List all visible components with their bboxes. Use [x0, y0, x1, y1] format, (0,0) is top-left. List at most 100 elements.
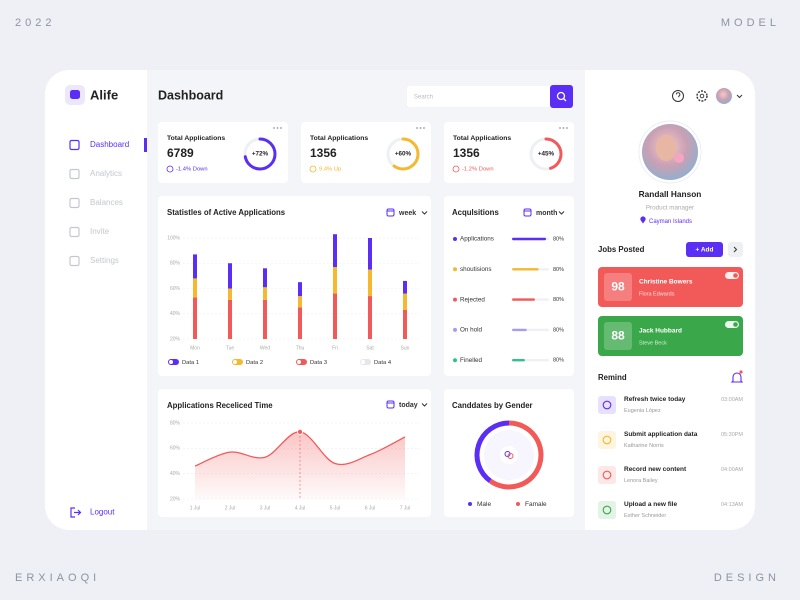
gender-icon — [507, 453, 514, 459]
gender-icon-bg — [500, 446, 518, 464]
job-name: Christine Bowers — [639, 279, 693, 286]
stat-change: 9.4% Up — [319, 167, 341, 173]
x-tick-label: 2 Jul — [225, 505, 236, 511]
user-avatar[interactable] — [716, 88, 732, 104]
job-name: Jack Hubbard — [639, 328, 682, 335]
profile-photo-detail — [674, 153, 684, 163]
bar-segment — [298, 307, 302, 339]
corner-label: 2022 — [15, 17, 55, 29]
more-dot — [566, 127, 568, 129]
x-tick-label: 5 Jul — [330, 505, 341, 511]
x-tick-label: 6 Jul — [365, 505, 376, 511]
remind-person: Eugenia López — [624, 408, 661, 414]
y-tick-label: 80% — [170, 261, 181, 267]
item-dot — [453, 297, 457, 302]
progress-fill — [512, 237, 547, 241]
nav-icon — [69, 197, 80, 209]
add-button[interactable] — [686, 242, 723, 257]
nav-icon — [69, 139, 80, 151]
y-tick-label: 80% — [170, 420, 181, 426]
more-dot — [419, 127, 422, 129]
legend-toggle-knob — [169, 360, 173, 364]
search-placeholder: Search — [414, 95, 433, 101]
nav-item[interactable]: Settings — [90, 256, 119, 265]
period-select: month — [536, 210, 557, 217]
x-tick-label: 1 Jul — [190, 505, 201, 511]
x-tick-label: 4 Jul — [295, 505, 306, 511]
item-percent: 80% — [553, 358, 564, 364]
ring-progress — [529, 137, 563, 171]
legend-label: Famale — [525, 501, 547, 508]
bar-segment — [263, 268, 267, 288]
stat-title: Total Applications — [453, 135, 511, 142]
remind-icon-bg — [598, 501, 616, 519]
item-percent: 80% — [553, 267, 564, 273]
bar-segment — [403, 280, 407, 294]
stat-title: Total Applications — [167, 135, 225, 142]
remind-time: 05:30PM — [721, 432, 743, 438]
section-title: Jobs Posted — [598, 245, 645, 254]
chart-card — [158, 196, 431, 376]
card-title: Acqulsitions — [452, 208, 499, 217]
logout-link[interactable]: Logout — [90, 508, 115, 517]
more-dot — [416, 127, 418, 129]
bar-segment — [403, 309, 407, 339]
item-dot — [453, 237, 457, 241]
legend-label: Data 2 — [246, 360, 263, 366]
search-input[interactable] — [407, 86, 553, 107]
nav-item[interactable]: Dashboard — [90, 140, 129, 149]
nav-item[interactable]: Analytics — [90, 169, 122, 178]
bar-segment — [298, 282, 302, 297]
remind-icon — [602, 505, 612, 515]
bar-segment — [193, 278, 197, 298]
score-box — [604, 273, 632, 301]
bar-segment — [298, 296, 302, 308]
item-percent: 80% — [553, 236, 564, 242]
bar-segment — [333, 293, 337, 339]
legend-dot — [468, 502, 472, 506]
bar-segment — [333, 267, 337, 294]
legend-label: Data 4 — [374, 360, 392, 366]
x-tick-label: Sat — [366, 345, 374, 351]
card-title: Canddates by Gender — [452, 401, 533, 410]
calendar-icon — [523, 208, 532, 217]
progress-fill — [512, 298, 535, 301]
search-icon-handle — [563, 98, 567, 102]
legend-toggle-knob — [233, 360, 237, 364]
highlight-point — [297, 428, 303, 435]
remind-time: 04:00AM — [721, 467, 743, 473]
legend-toggle-knob — [361, 360, 365, 364]
logo-glyph — [70, 90, 80, 99]
donut-segment — [474, 420, 510, 483]
job-card[interactable] — [598, 316, 743, 356]
legend-label: Male — [477, 501, 491, 508]
search-button[interactable] — [550, 85, 573, 108]
bar-segment — [333, 234, 337, 268]
ring-label: +72% — [252, 151, 269, 158]
item-percent: 80% — [553, 297, 564, 303]
remind-person: Katharine Norris — [624, 443, 664, 449]
settings-hub — [699, 93, 705, 99]
remind-task: Upload a new file — [624, 501, 677, 508]
logout-icon — [70, 507, 82, 518]
progress-fill — [512, 328, 527, 332]
x-tick-label: Thu — [296, 345, 305, 351]
next-button[interactable] — [728, 242, 743, 257]
item-label: Finelled — [460, 357, 483, 364]
nav-item[interactable]: Invite — [90, 227, 110, 236]
settings-icon[interactable] — [696, 90, 708, 102]
bar-segment — [228, 299, 232, 339]
job-card[interactable] — [598, 267, 743, 307]
legend-label: Data 1 — [182, 360, 199, 366]
item-label: shoutisions — [460, 266, 492, 273]
profile-location: Cayman Islands — [649, 219, 692, 225]
item-percent: 80% — [553, 327, 564, 333]
x-tick-label: Mon — [190, 345, 200, 351]
help-icon[interactable] — [672, 90, 684, 102]
more-dot — [423, 127, 425, 129]
nav-item[interactable]: Balances — [90, 198, 123, 207]
y-tick-label: 40% — [170, 311, 181, 317]
bar-segment — [228, 288, 232, 300]
item-label: Rejected — [460, 296, 485, 303]
